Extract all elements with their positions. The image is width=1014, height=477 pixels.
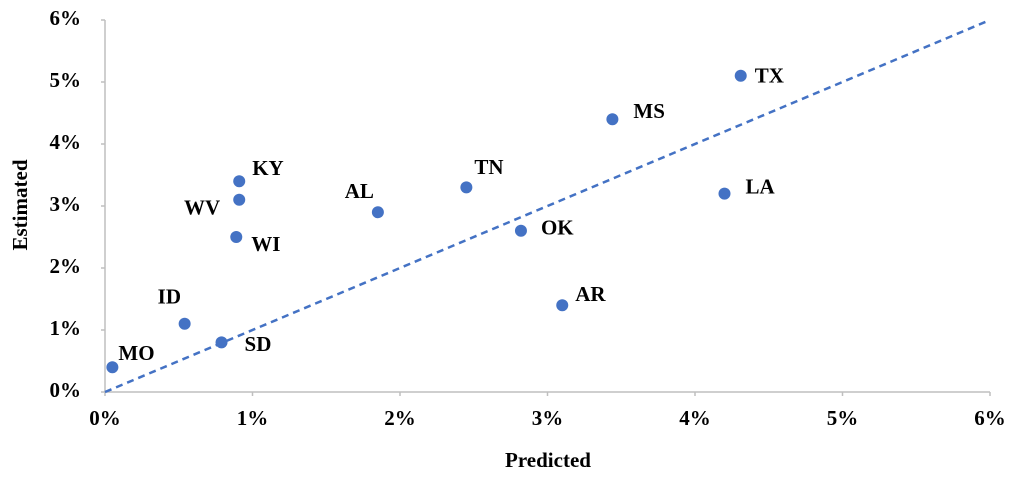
y-tick-label: 0% <box>50 378 82 402</box>
x-tick-label: 2% <box>384 406 416 430</box>
y-tick-label: 1% <box>50 316 82 340</box>
point <box>718 187 731 200</box>
point <box>556 299 569 312</box>
point <box>215 336 228 349</box>
y-tick-label: 5% <box>50 68 82 92</box>
x-tick-label: 5% <box>827 406 859 430</box>
point-label: AL <box>345 179 374 203</box>
x-tick-label: 1% <box>237 406 269 430</box>
point <box>514 224 527 237</box>
y-axis-title: Estimated <box>8 159 32 250</box>
point-label: LA <box>746 174 776 198</box>
x-tick-label: 3% <box>532 406 564 430</box>
point <box>233 193 246 206</box>
point-label: SD <box>245 332 272 356</box>
point-label: WV <box>184 196 220 220</box>
point <box>106 361 119 374</box>
reference-line <box>104 18 991 394</box>
point <box>734 69 747 82</box>
point <box>233 175 246 188</box>
point-label: AR <box>575 282 606 306</box>
x-axis-title: Predicted <box>505 448 591 472</box>
point-label: WI <box>251 232 280 256</box>
y-tick-label: 4% <box>50 130 82 154</box>
point-label: ID <box>158 285 181 309</box>
point <box>606 113 619 126</box>
point <box>178 317 191 330</box>
y-tick-label: 6% <box>50 6 82 30</box>
point <box>460 181 473 194</box>
y-tick-label: 2% <box>50 254 82 278</box>
point-label: OK <box>541 216 574 240</box>
point <box>230 231 243 243</box>
x-tick-label: 4% <box>679 406 711 430</box>
point-label: TX <box>755 64 784 88</box>
x-tick-label: 6% <box>974 406 1006 430</box>
point-label: MS <box>633 99 665 123</box>
point <box>371 206 384 219</box>
point-label: KY <box>252 156 284 180</box>
point-label: TN <box>474 155 503 179</box>
y-tick-label: 3% <box>50 192 82 216</box>
point-label: MO <box>118 341 154 365</box>
x-tick-label: 0% <box>89 406 121 430</box>
